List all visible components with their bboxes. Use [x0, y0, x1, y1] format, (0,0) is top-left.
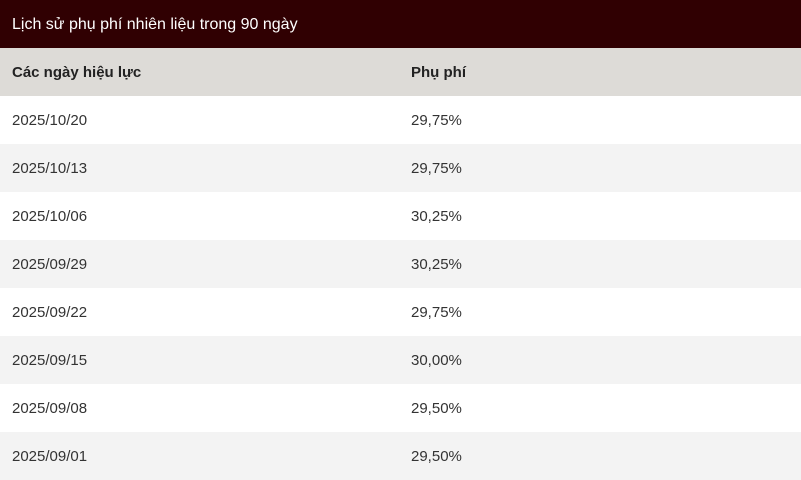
table-row: 2025/09/01 29,50%	[0, 432, 801, 480]
header-effective-date: Các ngày hiệu lực	[12, 63, 142, 81]
surcharge-cell: 29,75%	[411, 303, 462, 321]
table-row: 2025/10/13 29,75%	[0, 144, 801, 192]
surcharge-cell: 30,25%	[411, 207, 462, 225]
surcharge-cell: 29,50%	[411, 399, 462, 417]
table-row: 2025/10/20 29,75%	[0, 96, 801, 144]
surcharge-cell: 30,25%	[411, 255, 462, 273]
surcharge-cell: 29,75%	[411, 111, 462, 129]
table-row: 2025/10/06 30,25%	[0, 192, 801, 240]
effective-date-cell: 2025/09/01	[12, 447, 88, 465]
surcharge-cell: 29,75%	[411, 159, 462, 177]
surcharge-cell: 29,50%	[411, 447, 462, 465]
effective-date-cell: 2025/09/29	[12, 255, 88, 273]
table-header: Các ngày hiệu lực Phụ phí	[0, 48, 801, 96]
table-row: 2025/09/15 30,00%	[0, 336, 801, 384]
effective-date-cell: 2025/10/13	[12, 159, 88, 177]
table-row: 2025/09/08 29,50%	[0, 384, 801, 432]
table-row: 2025/09/29 30,25%	[0, 240, 801, 288]
table-row: 2025/09/22 29,75%	[0, 288, 801, 336]
effective-date-cell: 2025/09/15	[12, 351, 88, 369]
surcharge-cell: 30,00%	[411, 351, 462, 369]
effective-date-cell: 2025/09/08	[12, 399, 88, 417]
header-surcharge: Phụ phí	[411, 63, 466, 81]
effective-date-cell: 2025/10/06	[12, 207, 88, 225]
effective-date-cell: 2025/10/20	[12, 111, 88, 129]
table-title: Lịch sử phụ phí nhiên liệu trong 90 ngày	[0, 0, 801, 48]
effective-date-cell: 2025/09/22	[12, 303, 88, 321]
